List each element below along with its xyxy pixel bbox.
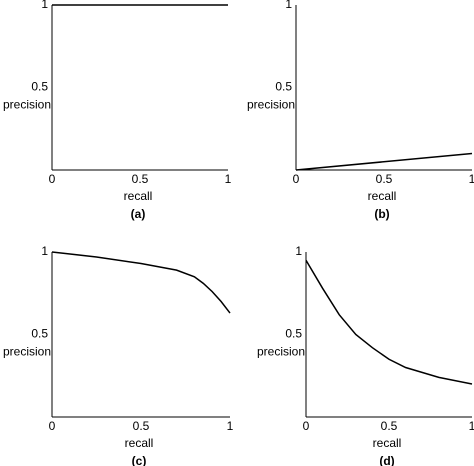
x-tick-label: 0.5 — [132, 172, 149, 186]
x-tick-label: 0 — [49, 172, 56, 186]
x-tick-label: 0 — [49, 419, 56, 433]
curve — [51, 251, 231, 314]
x-tick-label: 1 — [469, 172, 474, 186]
y-axis-label: precision — [3, 345, 51, 359]
caption: (b) — [374, 207, 389, 221]
y-tick-label: 0.5 — [31, 327, 48, 341]
x-tick-label: 0.5 — [376, 172, 393, 186]
panel: 0 0.5 1 0.5 1 precision recall (c) — [3, 244, 234, 466]
x-tick-label: 0.5 — [381, 419, 398, 433]
caption: (a) — [131, 207, 146, 221]
x-tick-label: 1 — [227, 419, 234, 433]
curve — [295, 152, 473, 171]
curve — [305, 259, 473, 385]
y-tick-label: 1 — [41, 0, 48, 11]
x-tick-label: 0 — [293, 172, 300, 186]
x-tick-label: 1 — [469, 419, 474, 433]
caption: (d) — [379, 454, 394, 466]
y-axis-label: precision — [257, 345, 305, 359]
panel: 0 0.5 1 0.5 1 precision recall (d) — [257, 244, 474, 466]
y-axis-label: precision — [247, 98, 295, 112]
y-tick-label: 1 — [285, 0, 292, 11]
x-axis-label: recall — [124, 189, 153, 203]
x-tick-label: 0.5 — [133, 419, 150, 433]
x-axis-label: recall — [125, 436, 154, 450]
x-axis-label: recall — [368, 189, 397, 203]
y-tick-label: 0.5 — [275, 80, 292, 94]
x-tick-label: 1 — [225, 172, 232, 186]
panel: 0 0.5 1 0.5 1 precision recall (a) — [3, 0, 232, 221]
y-tick-label: 0.5 — [285, 327, 302, 341]
x-axis-label: recall — [373, 436, 402, 450]
x-tick-label: 0 — [303, 419, 310, 433]
y-tick-label: 1 — [41, 244, 48, 258]
y-tick-label: 1 — [295, 244, 302, 258]
y-tick-label: 0.5 — [31, 80, 48, 94]
caption: (c) — [132, 454, 147, 466]
y-axis-label: precision — [3, 98, 51, 112]
panel: 0 0.5 1 0.5 1 precision recall (b) — [247, 0, 474, 221]
